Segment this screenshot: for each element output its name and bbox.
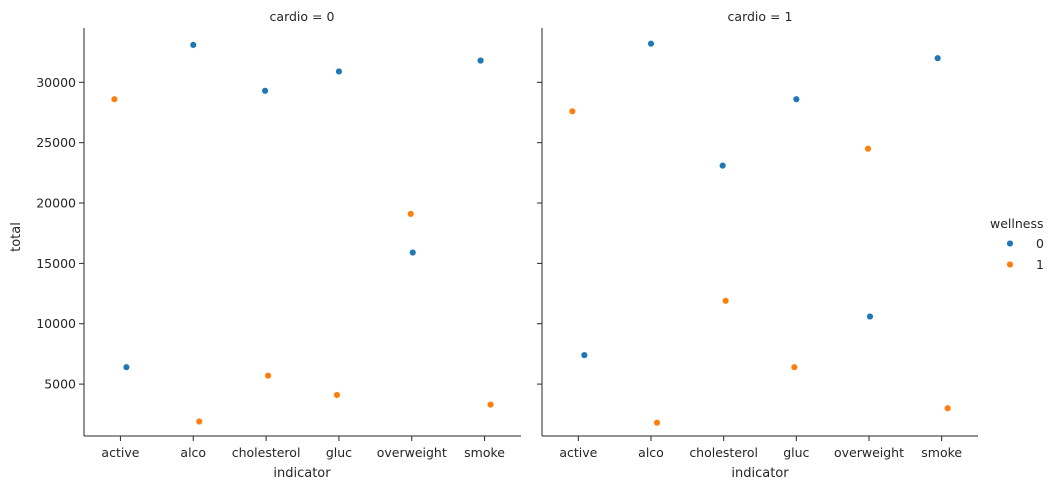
data-point-wellness-1: [333, 391, 341, 399]
legend-label: 1: [1036, 257, 1044, 272]
legend-marker: [1006, 260, 1014, 269]
panel-cardio-0: 5000 10000 15000 20000 25000 30000 active alco c…: [36, 28, 521, 460]
data-point-wellness-0: [934, 54, 942, 62]
data-point-wellness-1: [944, 404, 952, 412]
data-point-wellness-0: [477, 57, 485, 65]
data-point-wellness-1: [110, 95, 118, 103]
data-point-wellness-0: [580, 351, 588, 359]
panel-1-x-axis-title: indicator: [273, 466, 331, 481]
panel-2-title: cardio = 1: [728, 9, 793, 24]
data-point-wellness-0: [189, 41, 197, 49]
x-tick-label: active: [101, 445, 139, 460]
panel-2-x-axis-title: indicator: [731, 466, 789, 481]
legend-title: wellness: [990, 216, 1044, 231]
x-tick-label: cholesterol: [689, 445, 758, 460]
legend: wellness 01: [990, 216, 1044, 272]
data-point-wellness-0: [866, 312, 874, 321]
x-tick-label: cholesterol: [232, 445, 301, 460]
y-axis-title: total: [9, 222, 24, 252]
data-point-wellness-0: [409, 248, 417, 257]
data-point-wellness-1: [790, 363, 798, 371]
x-tick-label: alco: [638, 445, 664, 460]
data-point-wellness-1: [864, 145, 872, 153]
legend-entries: 01: [1006, 236, 1044, 272]
x-tick-label: overweight: [377, 445, 447, 460]
legend-marker: [1006, 239, 1014, 248]
y-tick-label: 25000: [36, 135, 76, 150]
x-tick-label: smoke: [921, 445, 962, 460]
legend-label: 0: [1036, 236, 1044, 251]
x-tick-label: smoke: [464, 445, 505, 460]
data-point-wellness-1: [487, 401, 495, 409]
x-tick-label: gluc: [326, 445, 352, 460]
panel-1-title: cardio = 0: [270, 9, 335, 24]
panel-cardio-1: active alco cholesterol gluc overweight smoke: [537, 28, 978, 460]
data-point-wellness-1: [407, 210, 415, 218]
x-tick-label: gluc: [783, 445, 809, 460]
data-point-wellness-1: [568, 107, 576, 115]
data-point-wellness-1: [653, 419, 661, 427]
data-point-wellness-1: [722, 297, 730, 305]
x-tick-label: overweight: [834, 445, 904, 460]
y-tick-label: 5000: [44, 377, 76, 392]
y-tick-label: 10000: [36, 316, 76, 331]
x-tick-label: alco: [180, 445, 206, 460]
y-tick-label: 20000: [36, 196, 76, 211]
data-point-wellness-0: [335, 67, 343, 76]
data-point-wellness-0: [122, 363, 130, 371]
data-point-wellness-0: [261, 87, 269, 95]
data-point-wellness-0: [792, 95, 800, 103]
data-point-wellness-1: [264, 372, 272, 380]
y-tick-label: 15000: [36, 256, 76, 271]
data-point-wellness-1: [195, 417, 203, 426]
x-tick-label: active: [559, 445, 597, 460]
data-point-wellness-0: [719, 162, 727, 170]
data-point-wellness-0: [647, 40, 655, 48]
y-tick-label: 30000: [36, 75, 76, 90]
